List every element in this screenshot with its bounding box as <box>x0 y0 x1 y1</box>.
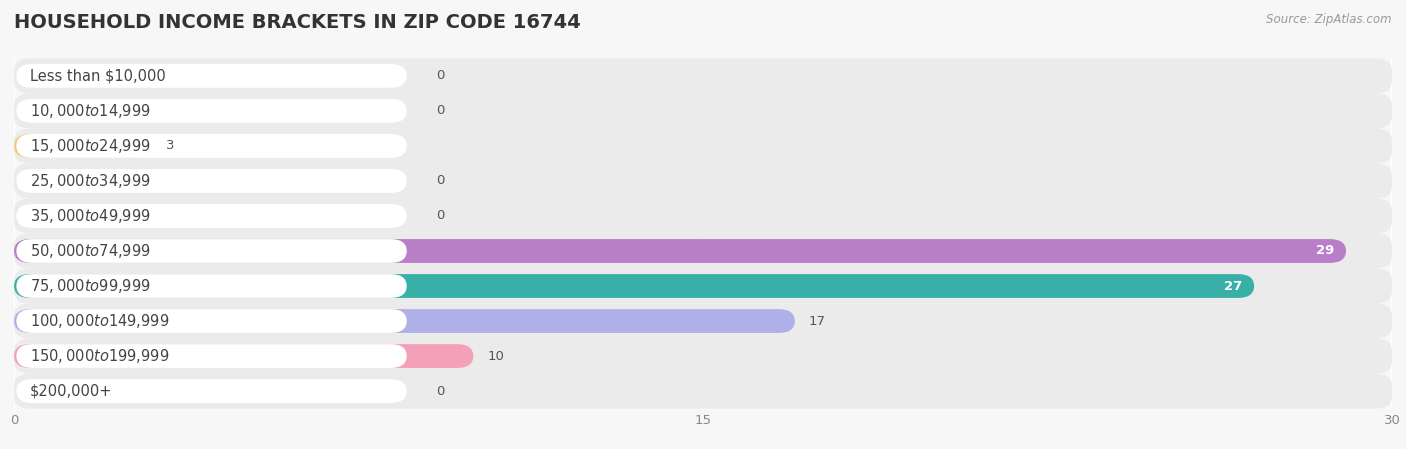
FancyBboxPatch shape <box>14 233 1392 269</box>
Text: 0: 0 <box>437 70 444 82</box>
FancyBboxPatch shape <box>14 269 1392 304</box>
Text: 0: 0 <box>437 210 444 222</box>
Text: Less than $10,000: Less than $10,000 <box>30 68 166 84</box>
FancyBboxPatch shape <box>14 339 1392 374</box>
Text: 0: 0 <box>437 385 444 397</box>
FancyBboxPatch shape <box>17 274 406 298</box>
FancyBboxPatch shape <box>14 93 1392 128</box>
FancyBboxPatch shape <box>17 134 406 158</box>
Text: $15,000 to $24,999: $15,000 to $24,999 <box>30 137 150 155</box>
FancyBboxPatch shape <box>17 99 406 123</box>
Text: $10,000 to $14,999: $10,000 to $14,999 <box>30 102 150 120</box>
Text: $100,000 to $149,999: $100,000 to $149,999 <box>30 312 170 330</box>
Text: HOUSEHOLD INCOME BRACKETS IN ZIP CODE 16744: HOUSEHOLD INCOME BRACKETS IN ZIP CODE 16… <box>14 13 581 32</box>
Text: $25,000 to $34,999: $25,000 to $34,999 <box>30 172 150 190</box>
Text: $75,000 to $99,999: $75,000 to $99,999 <box>30 277 150 295</box>
Text: $50,000 to $74,999: $50,000 to $74,999 <box>30 242 150 260</box>
Text: 0: 0 <box>437 105 444 117</box>
Text: 10: 10 <box>486 350 503 362</box>
FancyBboxPatch shape <box>14 198 1392 233</box>
FancyBboxPatch shape <box>14 309 794 333</box>
Text: 17: 17 <box>808 315 825 327</box>
FancyBboxPatch shape <box>14 374 1392 409</box>
Text: 27: 27 <box>1225 280 1243 292</box>
FancyBboxPatch shape <box>17 379 406 403</box>
FancyBboxPatch shape <box>14 239 1346 263</box>
FancyBboxPatch shape <box>14 134 152 158</box>
FancyBboxPatch shape <box>17 309 406 333</box>
FancyBboxPatch shape <box>14 304 1392 339</box>
FancyBboxPatch shape <box>14 163 1392 198</box>
Text: 3: 3 <box>166 140 174 152</box>
FancyBboxPatch shape <box>17 64 406 88</box>
FancyBboxPatch shape <box>14 58 1392 93</box>
FancyBboxPatch shape <box>17 344 406 368</box>
Text: $200,000+: $200,000+ <box>30 383 112 399</box>
Text: $35,000 to $49,999: $35,000 to $49,999 <box>30 207 150 225</box>
FancyBboxPatch shape <box>17 204 406 228</box>
FancyBboxPatch shape <box>17 239 406 263</box>
FancyBboxPatch shape <box>14 344 474 368</box>
Text: Source: ZipAtlas.com: Source: ZipAtlas.com <box>1267 13 1392 26</box>
Text: 29: 29 <box>1316 245 1334 257</box>
FancyBboxPatch shape <box>17 169 406 193</box>
FancyBboxPatch shape <box>14 128 1392 163</box>
Text: 0: 0 <box>437 175 444 187</box>
Text: $150,000 to $199,999: $150,000 to $199,999 <box>30 347 170 365</box>
FancyBboxPatch shape <box>14 274 1254 298</box>
